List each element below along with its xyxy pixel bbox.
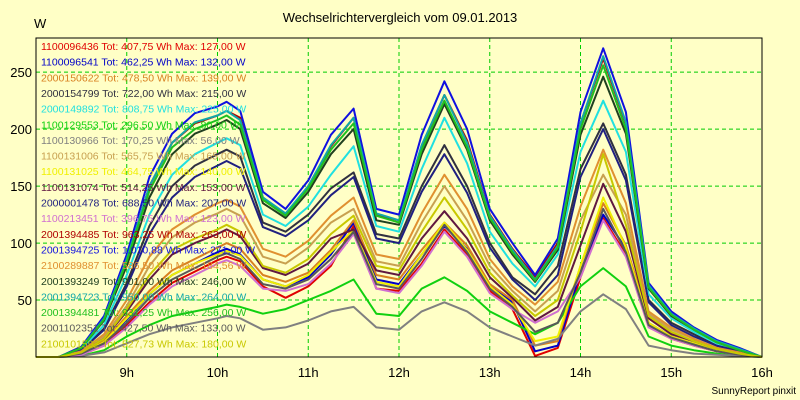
legend-entry-1100131074: 1100131074 Tot: 514,25 Wh Max: 153,00 W — [41, 182, 246, 194]
legend-entry-1100129553: 1100129553 Tot: 296,50 Wh Max: 80,00 W — [41, 119, 240, 131]
series-lines — [36, 47, 763, 358]
x-tick-label-5: 14h — [570, 365, 592, 380]
x-tick-label-1: 10h — [207, 365, 229, 380]
legend-entry-1100131025: 1100131025 Tot: 464,75 Wh Max: 140,00 W — [41, 166, 246, 178]
y-axis-unit-label: W — [34, 16, 47, 31]
x-tick-label-6: 15h — [660, 365, 682, 380]
plot-frame — [35, 37, 763, 358]
legend-entry-1100096436: 1100096436 Tot: 407,75 Wh Max: 127,00 W — [41, 41, 246, 53]
legend-entry-1100096541: 1100096541 Tot: 462,25 Wh Max: 132,00 W — [41, 57, 246, 69]
series-line-1100131006 — [36, 173, 763, 358]
series-line-1100131025 — [36, 196, 763, 358]
series-line-1100213451 — [36, 219, 763, 358]
y-tick-label-1: 100 — [10, 236, 32, 251]
y-tick-labels: 50 100 150 200 250 — [10, 65, 32, 308]
legend-entry-1100130966: 1100130966 Tot: 170,25 Wh Max: 56,00 W — [41, 135, 240, 147]
y-tick-label-3: 200 — [10, 122, 32, 137]
legend-entry-2001394723: 2001394723 Tot: 950,00 Wh Max: 264,00 W — [41, 291, 246, 303]
series-line-2001102351 — [36, 207, 763, 358]
legend-entry-2000150622: 2000150622 Tot: 478,50 Wh Max: 139,00 W — [41, 72, 246, 84]
legend-entry-2100289887: 2100289887 Tot: 586,50 Wh Max: 184,56 W — [41, 260, 246, 272]
legend-entry-1100131006: 1100131006 Tot: 565,75 Wh Max: 165,00 W — [41, 151, 246, 163]
legend-entry-2100101592: 2100101592 Tot: 527,73 Wh Max: 180,00 W — [41, 338, 246, 350]
legend-entry-2001394485: 2001394485 Tot: 963,25 Wh Max: 263,00 W — [41, 229, 246, 241]
x-tick-label-7: 16h — [751, 365, 773, 380]
footer-credit: SunnyReport pinxit — [712, 386, 797, 397]
legend-entry-2000149892: 2000149892 Tot: 808,75 Wh Max: 225,00 W — [41, 104, 246, 116]
x-tick-label-4: 13h — [479, 365, 501, 380]
x-tick-labels: 9h 10h 11h 12h 13h 14h 15h 16h — [120, 365, 773, 380]
legend-entry-2001393249: 2001393249 Tot: 901,00 Wh Max: 246,00 W — [41, 276, 246, 288]
legend-entry-2001394725: 2001394725 Tot: 1.010,88 Wh Max: 271,00 … — [41, 244, 255, 256]
legend-entry-2000001478: 2000001478 Tot: 688,50 Wh Max: 207,00 W — [41, 198, 246, 210]
series-line-1100129553 — [36, 267, 763, 358]
series-line-1100130966 — [36, 293, 763, 358]
chart-title: Wechselrichtervergleich vom 09.01.2013 — [283, 10, 518, 25]
series-line-2000149892 — [36, 99, 763, 358]
y-tick-label-0: 50 — [18, 293, 32, 308]
x-tick-label-2: 11h — [298, 365, 319, 380]
y-tick-label-4: 250 — [10, 65, 32, 80]
series-line-2100289887 — [36, 148, 763, 358]
legend-entry-2000154799: 2000154799 Tot: 722,00 Wh Max: 215,00 W — [41, 88, 246, 100]
legend-entry-1100213451: 1100213451 Tot: 396,75 Wh Max: 123,00 W — [41, 213, 246, 225]
x-tick-label-3: 12h — [388, 365, 410, 380]
legend-entry-2001394481: 2001394481 Tot: 931,25 Wh Max: 256,00 W — [41, 307, 246, 319]
series-line-2001394481 — [36, 64, 763, 358]
y-tick-label-2: 150 — [10, 179, 32, 194]
series-line-2000001478 — [36, 128, 763, 358]
series-line-2100101592 — [36, 153, 763, 358]
x-tick-label-0: 9h — [120, 365, 134, 380]
series-line-1100131074 — [36, 182, 763, 358]
legend-entry-2001102351: 2001102351 Tot: 427,50 Wh Max: 133,00 W — [41, 323, 246, 335]
legend: 1100096436 Tot: 407,75 Wh Max: 127,00 W 1… — [41, 41, 255, 350]
